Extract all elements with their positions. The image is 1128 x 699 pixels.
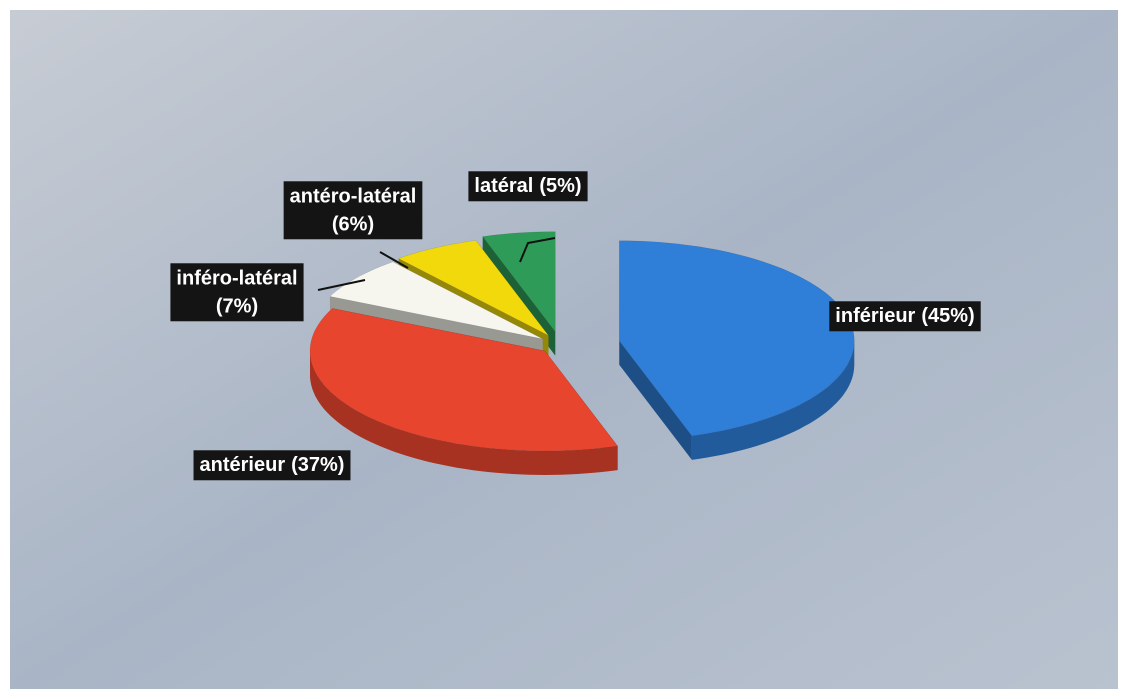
- slice: [397, 240, 549, 336]
- category-label: inférieur: [835, 305, 915, 327]
- category-label: latéral: [474, 175, 533, 197]
- value-label: (5%): [539, 175, 581, 197]
- data-label: antéro-latéral (6%): [283, 181, 423, 269]
- slice-side: [691, 340, 855, 460]
- data-label: antérieur (37%): [193, 450, 351, 481]
- value-label: (6%): [332, 213, 374, 235]
- data-label: inféro-latéral (7%): [170, 263, 366, 322]
- slice-edge: [619, 340, 692, 460]
- background: [10, 10, 1118, 689]
- slice: [329, 261, 543, 340]
- data-label: inférieur (45%): [829, 301, 981, 332]
- label-box: [170, 263, 304, 322]
- leader-line: [317, 279, 366, 291]
- value-label: (37%): [291, 454, 344, 476]
- label-box: [829, 301, 981, 332]
- label-text: latéral (5%): [474, 175, 581, 197]
- category-label: inféro-latéral: [176, 267, 297, 289]
- value-label: (45%): [921, 305, 974, 327]
- category-label: antéro-latéral: [290, 185, 417, 207]
- leader-line: [379, 251, 409, 269]
- label-box: [283, 181, 423, 240]
- leader-line: [519, 237, 556, 263]
- slice: [309, 308, 619, 452]
- value-label: (7%): [216, 295, 258, 317]
- slice: [482, 231, 556, 333]
- slice-side: [310, 351, 618, 475]
- label-box: [468, 171, 588, 202]
- label-text: antérieur (37%): [200, 454, 345, 476]
- category-label: antérieur: [200, 454, 286, 476]
- labels: inférieur (45%) antérieur (37%) inféro-latér…: [170, 171, 981, 481]
- pie: [309, 231, 855, 475]
- label-box: [193, 450, 351, 481]
- label-text: inférieur (45%): [835, 305, 974, 327]
- data-label: latéral (5%): [468, 171, 588, 263]
